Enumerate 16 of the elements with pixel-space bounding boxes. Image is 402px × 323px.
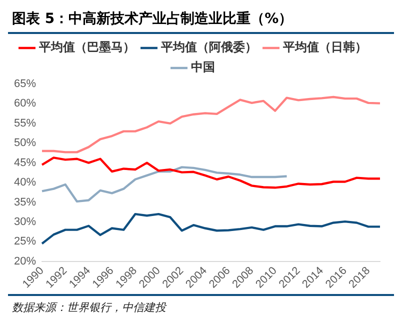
legend-label: 平均值（巴墨马） bbox=[38, 40, 135, 54]
y-tick-label: 65% bbox=[14, 78, 36, 90]
y-tick-label: 35% bbox=[14, 196, 36, 208]
source-note: 数据来源：世界银行，中信建投 bbox=[12, 300, 168, 315]
legend-label: 平均值（日韩） bbox=[282, 40, 367, 54]
y-tick-label: 30% bbox=[14, 216, 36, 228]
y-tick-label: 55% bbox=[14, 117, 36, 130]
y-tick-label: 45% bbox=[14, 156, 36, 169]
y-tick-label: 20% bbox=[14, 255, 36, 268]
legend-label: 中国 bbox=[191, 60, 215, 74]
y-tick-label: 40% bbox=[14, 176, 36, 189]
y-tick-label: 60% bbox=[14, 98, 36, 110]
legend-label: 平均值（阿俄委） bbox=[160, 40, 257, 54]
y-tick-label: 50% bbox=[14, 137, 36, 150]
chart-title: 图表 5：中高新技术产业占制造业比重（%） bbox=[8, 8, 394, 34]
y-tick-label: 25% bbox=[14, 236, 36, 248]
